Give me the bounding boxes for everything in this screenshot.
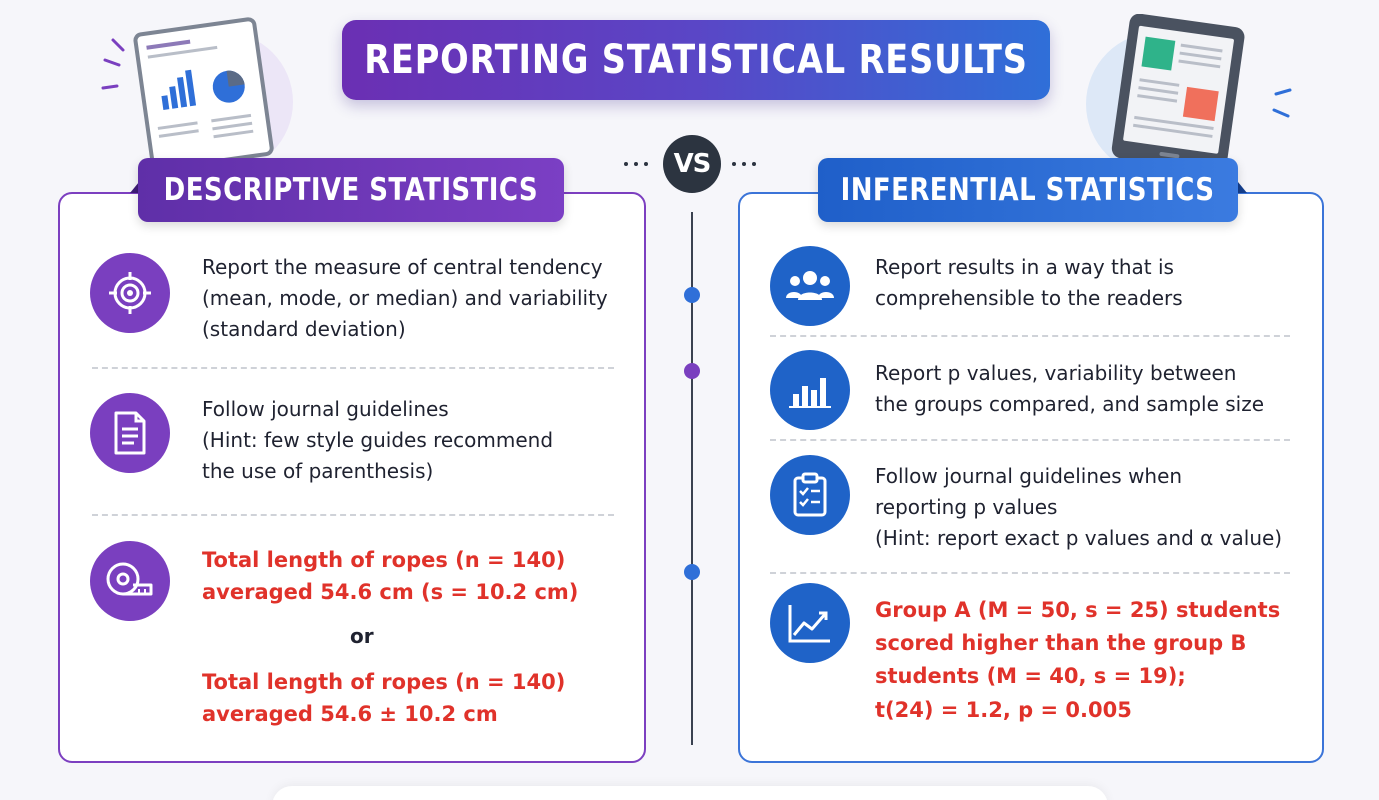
example-b-line-2: averaged 54.6 ± 10.2 cm	[202, 702, 498, 726]
or-separator: or	[350, 624, 374, 648]
timeline-dot	[684, 287, 700, 303]
journal-guidelines-line-1: Follow journal guidelines	[202, 397, 449, 421]
tablet-illustration	[1070, 13, 1300, 176]
title-banner: REPORTING STATISTICAL RESULTS	[342, 20, 1050, 100]
example-a-line-1: Total length of ropes (n = 140)	[202, 548, 566, 572]
central-tendency-line-3: (standard deviation)	[202, 317, 406, 341]
timeline-line	[691, 212, 693, 745]
page-title: REPORTING STATISTICAL RESULTS	[364, 37, 1028, 83]
document-icon	[90, 393, 170, 473]
journal-guidelines-line-3: the use of parenthesis)	[202, 459, 434, 483]
journal-p-line-1: Follow journal guidelines when	[875, 464, 1183, 488]
divider	[92, 367, 614, 369]
group-example-line-2: scored higher than the group B	[875, 631, 1247, 655]
comprehensible-line-1: Report results in a way that is	[875, 255, 1174, 279]
journal-guidelines-line-2: (Hint: few style guides recommend	[202, 428, 554, 452]
dots-left	[624, 162, 654, 166]
dots-right	[732, 162, 762, 166]
p-values-line-1: Report p values, variability between	[875, 361, 1237, 385]
descriptive-heading: DESCRIPTIVE STATISTICS	[138, 158, 564, 222]
vs-badge: VS	[620, 135, 766, 193]
report-document-illustration	[95, 10, 305, 172]
tab-fold	[130, 182, 139, 193]
group-example-line-4: t(24) = 1.2, p = 0.005	[875, 698, 1132, 722]
journal-p-line-2: reporting p values	[875, 495, 1058, 519]
central-tendency-line-1: Report the measure of central tendency	[202, 255, 603, 279]
inferential-heading-text: INFERENTIAL STATISTICS	[841, 172, 1215, 208]
example-b-line-1: Total length of ropes (n = 140)	[202, 670, 566, 694]
target-icon	[90, 253, 170, 333]
clipboard-checklist-icon	[770, 455, 850, 535]
vs-circle: VS	[663, 135, 721, 193]
tab-fold	[1238, 182, 1247, 193]
divider	[770, 335, 1290, 337]
bar-chart-icon	[770, 350, 850, 430]
descriptive-heading-text: DESCRIPTIVE STATISTICS	[163, 172, 539, 208]
p-values-line-2: the groups compared, and sample size	[875, 392, 1265, 416]
divider	[770, 439, 1290, 441]
example-a-line-2: averaged 54.6 cm (s = 10.2 cm)	[202, 580, 579, 604]
people-icon	[770, 246, 850, 326]
group-example-line-1: Group A (M = 50, s = 25) students	[875, 598, 1281, 622]
trend-line-icon	[770, 583, 850, 663]
comprehensible-line-2: comprehensible to the readers	[875, 286, 1183, 310]
measuring-tape-icon	[90, 541, 170, 621]
bottom-card	[272, 786, 1108, 800]
divider	[770, 572, 1290, 574]
inferential-heading: INFERENTIAL STATISTICS	[818, 158, 1238, 222]
journal-p-line-3: (Hint: report exact p values and α value…	[875, 526, 1283, 550]
central-tendency-line-2: (mean, mode, or median) and variability	[202, 286, 608, 310]
timeline-dot	[684, 564, 700, 580]
group-example-line-3: students (M = 40, s = 19);	[875, 664, 1186, 688]
divider	[92, 514, 614, 516]
timeline-dot	[684, 363, 700, 379]
